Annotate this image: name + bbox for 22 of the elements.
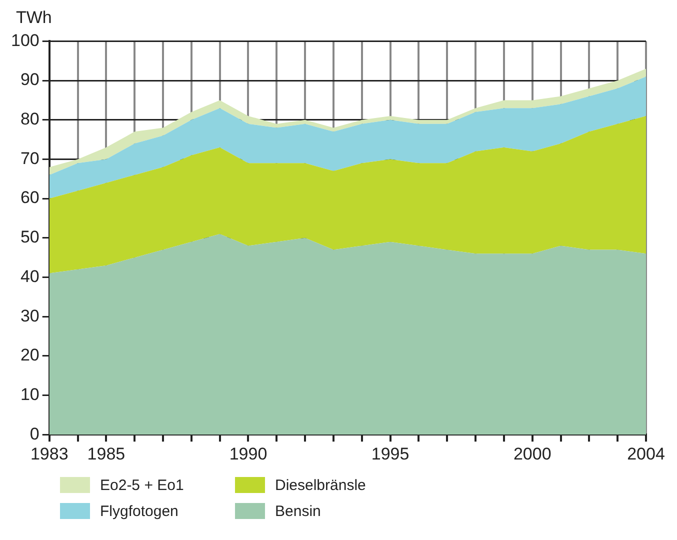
x-tick-label: 1985 [87, 444, 126, 464]
x-tick-label: 1995 [371, 444, 410, 464]
y-tick-label: 60 [20, 188, 40, 208]
y-tick-label: 10 [20, 384, 40, 404]
y-tick-label: 0 [30, 424, 40, 444]
y-tick-label: 40 [20, 266, 40, 286]
y-tick-label: 50 [20, 228, 40, 247]
legend-label: Bensin [275, 502, 321, 520]
x-tick-label: 2000 [513, 444, 552, 464]
x-tick-label: 1983 [30, 444, 68, 464]
y-tick-label: 30 [20, 306, 40, 326]
y-tick-label: 70 [20, 148, 40, 168]
y-tick-label: 100 [10, 30, 40, 50]
y-axis-title: TWh [16, 8, 53, 28]
x-tick-label: 2004 [627, 444, 665, 464]
legend-label: Flygfotogen [100, 502, 178, 520]
legend-label: Eo2-5 + Eo1 [100, 476, 184, 494]
legend-label: Dieselbränsle [275, 476, 366, 494]
y-tick-label: 90 [20, 70, 40, 90]
y-tick-label: 80 [20, 110, 40, 129]
x-tick-label: 1990 [229, 444, 268, 464]
y-tick-label: 20 [20, 346, 40, 365]
